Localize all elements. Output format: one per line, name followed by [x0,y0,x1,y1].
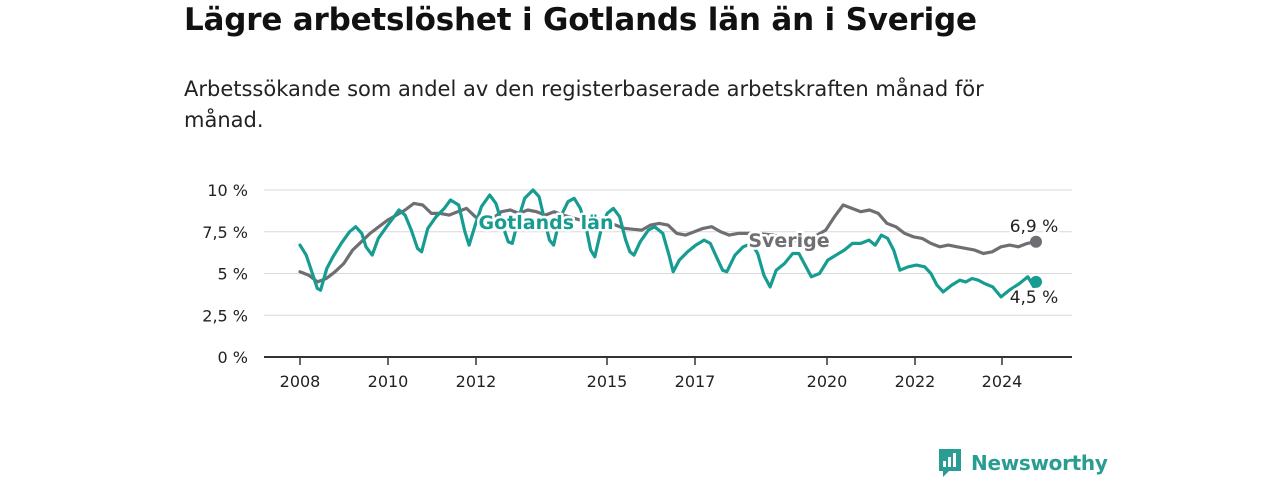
chart-subtitle: Arbetssökande som andel av den registerb… [184,77,984,132]
x-tick-label: 2010 [368,372,409,391]
brand: Newsworthy [937,447,1108,479]
series-label-gotlands-lan-halo: Gotlands län [479,212,614,234]
x-tick-label: 2017 [675,372,716,391]
end-marker-gotlands-lan [1030,275,1042,288]
x-tick-label: 2008 [280,372,321,391]
y-tick-label: 0 % [218,348,248,367]
y-tick-label: 7,5 % [202,223,248,242]
x-tick-label: 2022 [895,372,936,391]
y-tick-label: 5 % [218,265,248,284]
line-chart: 0 % 2,5 % 5 % 7,5 % 10 % 2008 2010 2012 2015 201… [202,181,1072,391]
y-tick-label: 10 % [207,181,248,200]
series-label-gotlands-lan: Gotlands län [479,212,614,234]
end-label-sverige-halo: 6,9 % [1010,217,1059,237]
series-label-sverige-halo: Sverige [748,230,829,252]
brand-name: Newsworthy [971,451,1108,475]
series-line-sverige [298,201,1038,284]
x-axis-ticks: 2008 2010 2012 2015 2017 2020 2022 2024 [280,357,1023,391]
x-tick-label: 2020 [807,372,848,391]
x-tick-label: 2024 [982,372,1023,391]
y-tick-label: 2,5 % [202,306,248,325]
end-label-sverige: 6,9 % [1010,217,1059,237]
chart-title: Lägre arbetslöshet i Gotlands län än i S… [184,2,977,38]
series-line-gotlands-lan [298,188,1038,299]
series-label-sverige: Sverige [748,230,829,252]
end-marker-sverige [1030,235,1042,248]
y-axis-ticks: 0 % 2,5 % 5 % 7,5 % 10 % [202,181,248,367]
chart-grid [264,189,1072,358]
chart-labels: 6,9 %6,9 %4,5 %4,5 %Gotlands länGotlands… [476,210,1061,311]
end-label-gotlands-lan-halo: 4,5 % [1010,288,1059,308]
x-tick-label: 2015 [587,372,628,391]
x-tick-label: 2012 [456,372,497,391]
end-label-gotlands-lan: 4,5 % [1010,288,1059,308]
chart-series [298,188,1038,299]
newsworthy-logo-icon [939,449,961,477]
